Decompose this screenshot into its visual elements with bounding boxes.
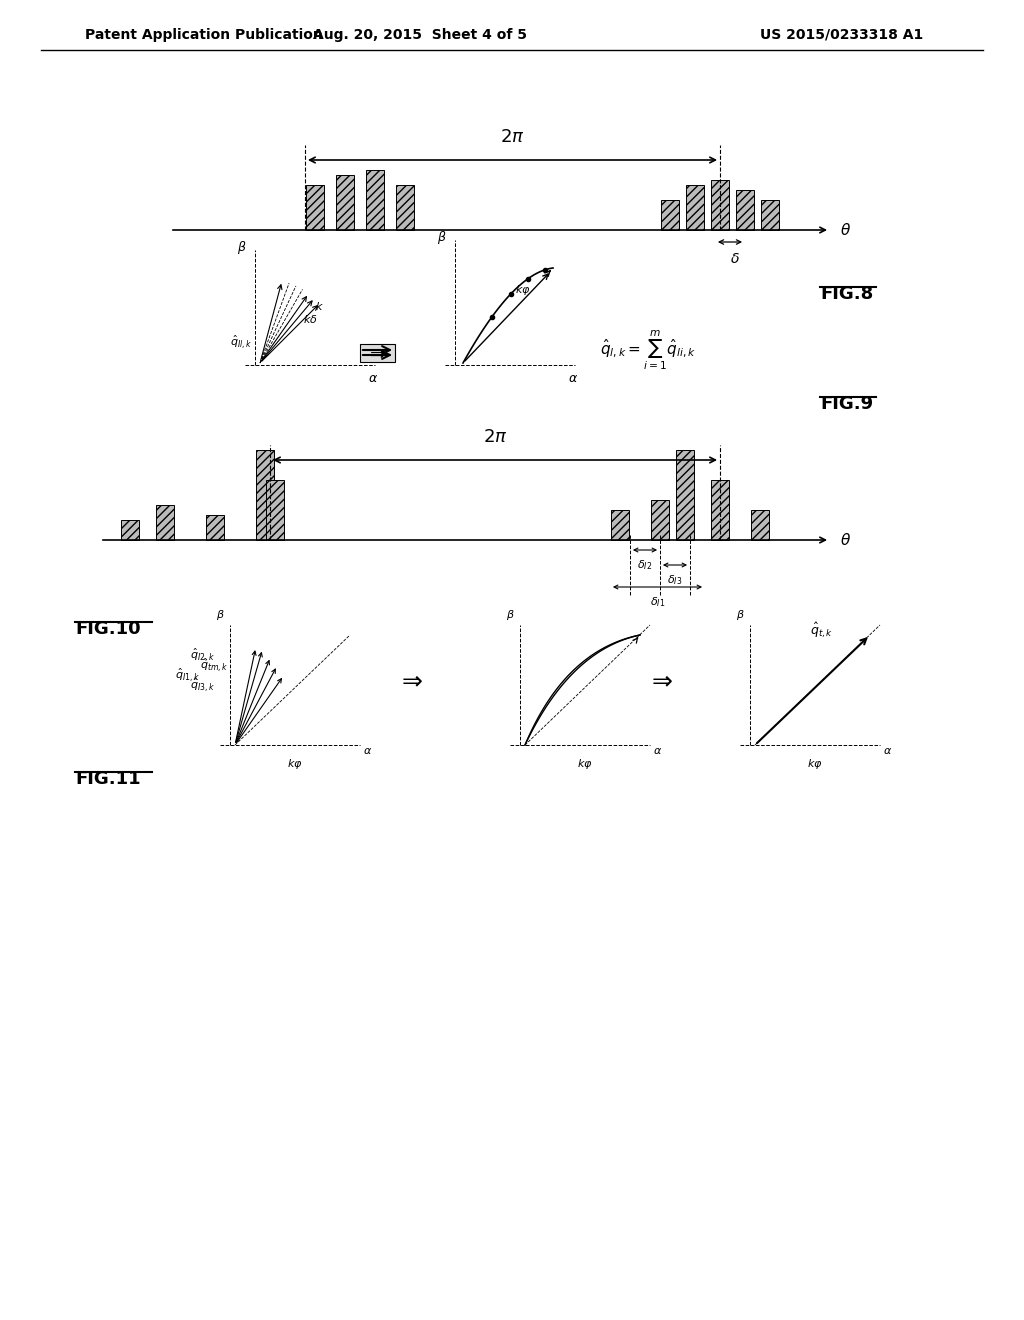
Bar bbox=[396, 185, 414, 230]
Text: US 2015/0233318 A1: US 2015/0233318 A1 bbox=[760, 28, 924, 42]
Bar bbox=[751, 510, 769, 540]
Bar bbox=[611, 510, 629, 540]
Bar bbox=[736, 190, 754, 230]
Text: $\hat{q}_{I2,k}$: $\hat{q}_{I2,k}$ bbox=[190, 647, 215, 664]
Text: $\beta$: $\beta$ bbox=[216, 609, 225, 622]
Bar bbox=[266, 480, 284, 540]
Text: $\delta_{I1}$: $\delta_{I1}$ bbox=[650, 595, 666, 609]
Text: $\beta$: $\beta$ bbox=[437, 230, 447, 247]
Text: $\theta$: $\theta$ bbox=[840, 532, 851, 548]
Text: $\delta_{I3}$: $\delta_{I3}$ bbox=[668, 573, 683, 587]
Text: $\hat{q}_{Il,k}$: $\hat{q}_{Il,k}$ bbox=[229, 333, 252, 351]
Text: $\alpha$: $\alpha$ bbox=[568, 372, 578, 385]
Text: FIG.11: FIG.11 bbox=[75, 770, 140, 788]
Bar bbox=[662, 201, 679, 230]
Text: FIG.8: FIG.8 bbox=[820, 285, 873, 304]
Text: $2\pi$: $2\pi$ bbox=[482, 428, 507, 446]
Text: $\hat{q}_{tm,k}$: $\hat{q}_{tm,k}$ bbox=[200, 656, 228, 673]
Bar bbox=[651, 500, 669, 540]
Bar bbox=[336, 176, 354, 230]
Text: $\beta$: $\beta$ bbox=[506, 609, 515, 622]
Text: $k\varphi$: $k\varphi$ bbox=[807, 756, 823, 771]
Text: $\hat{q}_{I1,k}$: $\hat{q}_{I1,k}$ bbox=[175, 667, 200, 684]
Text: $\beta$: $\beta$ bbox=[736, 609, 745, 622]
Text: $\alpha$: $\alpha$ bbox=[362, 746, 372, 756]
Text: $k\varphi$: $k\varphi$ bbox=[578, 756, 593, 771]
Bar bbox=[711, 180, 729, 230]
Text: $\hat{q}_{I3,k}$: $\hat{q}_{I3,k}$ bbox=[190, 676, 215, 694]
Text: $2\pi$: $2\pi$ bbox=[501, 128, 524, 147]
Bar bbox=[676, 450, 694, 540]
Text: Aug. 20, 2015  Sheet 4 of 5: Aug. 20, 2015 Sheet 4 of 5 bbox=[313, 28, 527, 42]
Text: $\delta_{I2}$: $\delta_{I2}$ bbox=[637, 558, 652, 572]
Bar bbox=[360, 345, 395, 362]
Bar bbox=[206, 515, 224, 540]
Text: $\alpha$: $\alpha$ bbox=[368, 372, 378, 385]
Text: $\theta$: $\theta$ bbox=[840, 222, 851, 238]
Text: $\alpha$: $\alpha$ bbox=[883, 746, 892, 756]
Bar bbox=[121, 520, 139, 540]
Text: $\Rightarrow$: $\Rightarrow$ bbox=[367, 343, 388, 363]
Bar bbox=[306, 185, 324, 230]
Text: $k\varphi$: $k\varphi$ bbox=[287, 756, 303, 771]
Bar bbox=[711, 480, 729, 540]
Text: $\hat{q}_{t,k}$: $\hat{q}_{t,k}$ bbox=[810, 620, 834, 640]
Text: $\alpha$: $\alpha$ bbox=[653, 746, 663, 756]
Bar bbox=[686, 185, 705, 230]
Text: $k$: $k$ bbox=[315, 300, 324, 312]
Text: FIG.10: FIG.10 bbox=[75, 620, 140, 638]
Text: $\beta$: $\beta$ bbox=[238, 239, 247, 256]
Bar bbox=[366, 170, 384, 230]
Bar bbox=[156, 506, 174, 540]
Text: $\Rightarrow$: $\Rightarrow$ bbox=[647, 668, 674, 692]
Bar bbox=[761, 201, 779, 230]
Text: Patent Application Publication: Patent Application Publication bbox=[85, 28, 323, 42]
Text: $k\delta$: $k\delta$ bbox=[303, 313, 317, 325]
Text: $\Rightarrow$: $\Rightarrow$ bbox=[396, 668, 423, 692]
Text: $k\varphi$: $k\varphi$ bbox=[515, 282, 530, 297]
Text: FIG.9: FIG.9 bbox=[820, 395, 873, 413]
Text: $\delta$: $\delta$ bbox=[730, 252, 740, 267]
Text: $\hat{q}_{l,k} = \sum_{i=1}^{m} \hat{q}_{li,k}$: $\hat{q}_{l,k} = \sum_{i=1}^{m} \hat{q}_… bbox=[600, 329, 696, 372]
Bar bbox=[256, 450, 274, 540]
